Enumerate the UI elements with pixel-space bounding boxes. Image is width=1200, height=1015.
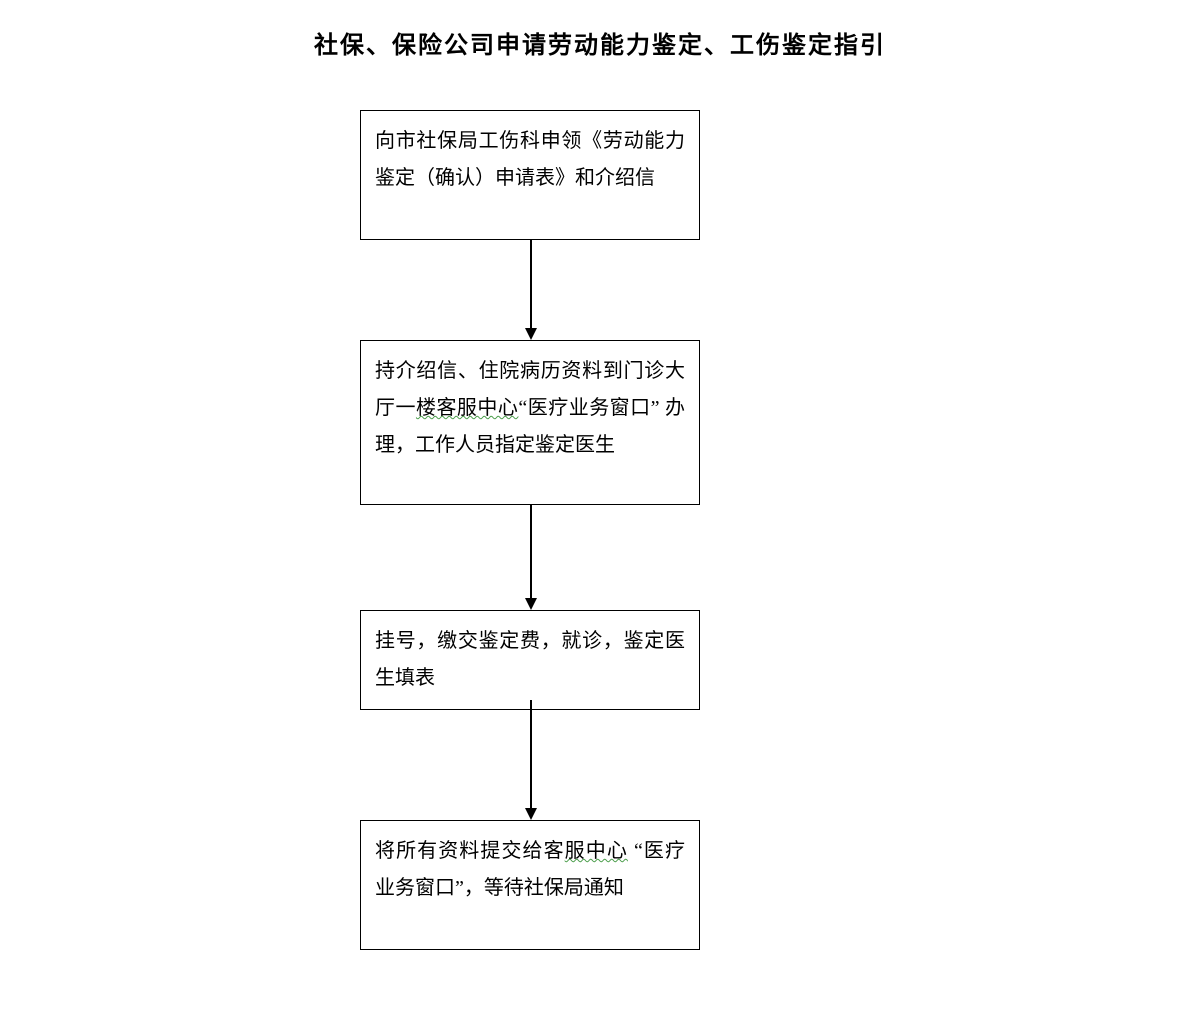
flow-arrow-line [530,700,532,810]
flow-node-text: 将所有资料提交给客 [375,840,565,862]
flow-node-step1: 向市社保局工伤科申领《劳动能力鉴定（确认）申请表》和介绍信 [360,110,700,240]
flow-node-text: 向市社保局工伤科申领《劳动能力鉴定（确认）申请表》和介绍信 [375,130,685,189]
flow-node-step4: 将所有资料提交给客服中心 “医疗业务窗口”，等待社保局通知 [360,820,700,950]
flow-arrow-head-icon [525,808,537,820]
flow-node-step2: 持介绍信、住院病历资料到门诊大厅一楼客服中心“医疗业务窗口” 办理，工作人员指定… [360,340,700,505]
flow-node-text: 服中心 [565,840,628,862]
page-title: 社保、保险公司申请劳动能力鉴定、工伤鉴定指引 [0,25,1200,60]
flow-node-text: 挂号，缴交鉴定费，就诊，鉴定医生填表 [375,630,685,689]
flow-node-step3: 挂号，缴交鉴定费，就诊，鉴定医生填表 [360,610,700,710]
flow-node-text: 楼客服中心 [416,397,518,419]
flow-arrow-line [530,505,532,600]
flow-arrow-head-icon [525,328,537,340]
flow-arrow-line [530,240,532,330]
flow-arrow-head-icon [525,598,537,610]
